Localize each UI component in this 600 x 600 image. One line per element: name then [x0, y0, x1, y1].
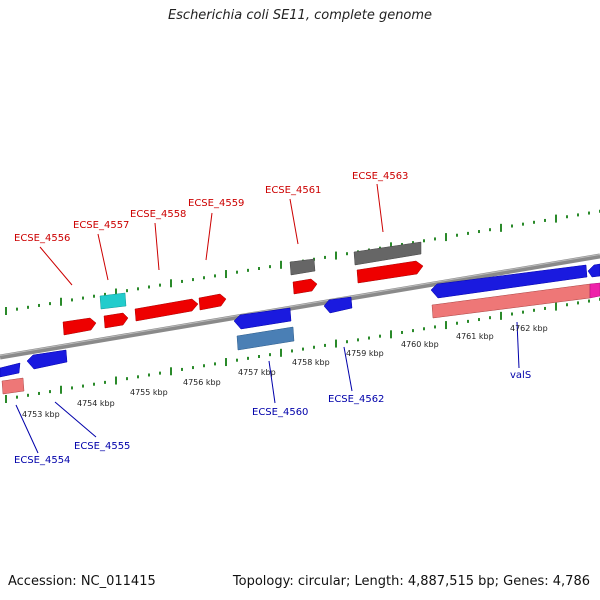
label-ECSE-4554: ECSE_4554	[14, 455, 70, 466]
label-ECSE-4557: ECSE_4557	[73, 220, 129, 231]
accession-text: Accession: NC_011415	[8, 574, 156, 589]
label-valS: valS	[510, 370, 531, 381]
gene-ECSE-4560[interactable]	[233, 307, 292, 330]
kbp-label: 4758 kbp	[292, 358, 330, 367]
gene-right-magenta[interactable]	[589, 282, 600, 299]
label-ECSE-4560: ECSE_4560	[252, 407, 308, 418]
gene-ECSE-4561-gray[interactable]	[289, 258, 316, 276]
forward-leaders	[39, 183, 384, 286]
gene-ECSE-4563[interactable]	[356, 260, 424, 284]
kbp-label: 4756 kbp	[183, 378, 221, 387]
gene-ECSE-4554[interactable]	[0, 362, 21, 378]
gene-ECSE-4559[interactable]	[198, 293, 227, 311]
label-ECSE-4558: ECSE_4558	[130, 209, 186, 220]
label-ECSE-4563: ECSE_4563	[352, 171, 408, 182]
label-ECSE-4559: ECSE_4559	[188, 198, 244, 209]
genome-backbone	[0, 253, 600, 360]
label-ECSE-4562: ECSE_4562	[328, 394, 384, 405]
kbp-label: 4760 kbp	[401, 340, 439, 349]
kbp-label: 4755 kbp	[130, 388, 168, 397]
topology-text: Topology: circular; Length: 4,887,515 bp…	[232, 574, 590, 589]
reverse-leaders	[15, 321, 520, 454]
label-ECSE-4556: ECSE_4556	[14, 233, 70, 244]
kbp-label: 4761 kbp	[456, 332, 494, 341]
map-title: Escherichia coli SE11, complete genome	[167, 8, 433, 23]
kbp-label: 4753 kbp	[22, 410, 60, 419]
label-ECSE-4561: ECSE_4561	[265, 185, 321, 196]
kbp-label: 4754 kbp	[77, 399, 115, 408]
gene-ECSE-4560-steel[interactable]	[236, 326, 295, 351]
gene-ECSE-4557-cyan[interactable]	[99, 292, 127, 310]
label-ECSE-4555: ECSE_4555	[74, 441, 130, 452]
kbp-label: 4762 kbp	[510, 324, 548, 333]
kbp-label: 4757 kbp	[238, 368, 276, 377]
gene-ECSE-4562[interactable]	[323, 296, 353, 314]
gene-ECSE-4557[interactable]	[103, 312, 129, 329]
gene-right-edge[interactable]	[587, 263, 600, 278]
gene-valS[interactable]	[430, 264, 588, 299]
gene-ECSE-4556[interactable]	[62, 317, 97, 336]
gene-ECSE-4558[interactable]	[134, 298, 199, 322]
genome-backbone-highlight	[0, 254, 600, 356]
gene-ECSE-4554-pink[interactable]	[1, 377, 25, 395]
gene-ECSE-4563-gray[interactable]	[353, 241, 422, 266]
reverse-scale-ticks	[5, 297, 600, 403]
gene-ECSE-4555[interactable]	[26, 349, 68, 370]
kbp-label: 4759 kbp	[346, 349, 384, 358]
gene-ECSE-4561[interactable]	[292, 278, 318, 295]
